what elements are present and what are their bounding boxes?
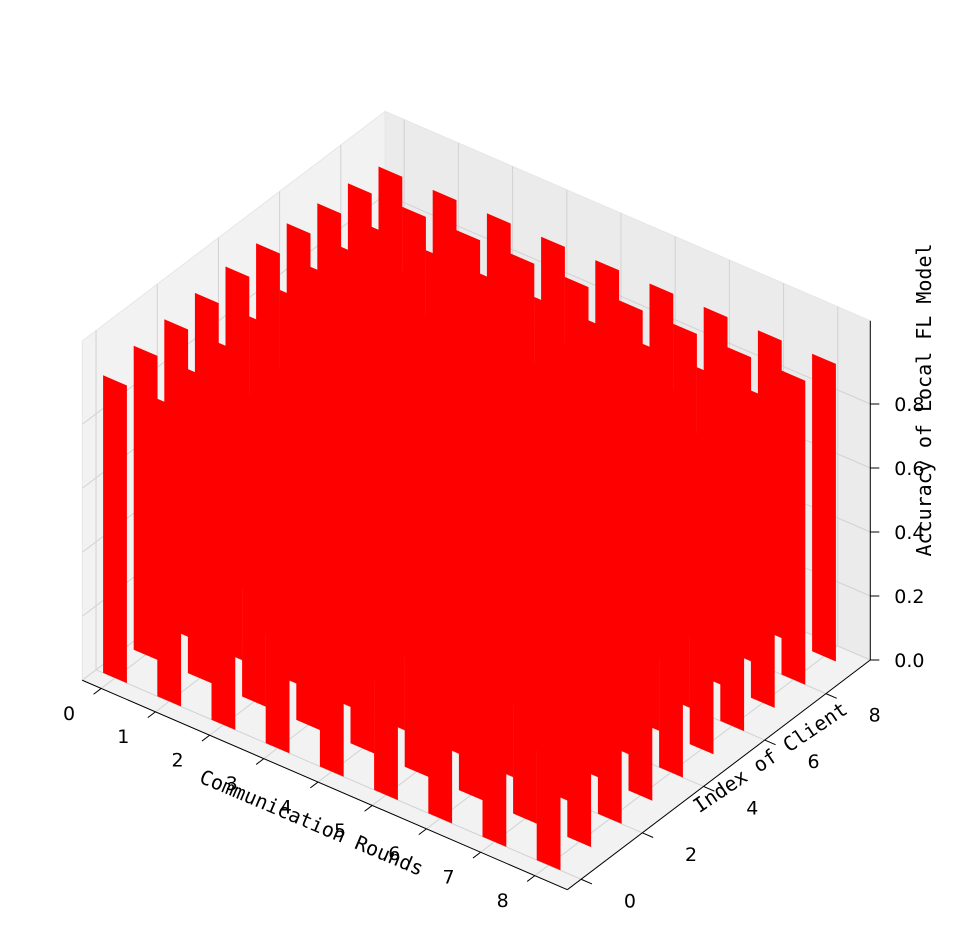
y-tick-mark xyxy=(764,739,776,746)
y-tick-label: 4 xyxy=(746,798,758,820)
bar-round-5-client-1 xyxy=(404,462,429,777)
grid-line-z-back xyxy=(385,194,871,405)
bar-round-8-client-7 xyxy=(750,390,775,708)
x-tick-mark xyxy=(310,781,319,789)
x-tick-label: 6 xyxy=(388,843,400,865)
x-tick-mark xyxy=(201,734,210,742)
y-tick-label: 6 xyxy=(807,751,819,773)
y-tick-label: 2 xyxy=(685,844,697,866)
bar-round-7-client-0 xyxy=(482,539,507,847)
x-tick-label: 3 xyxy=(226,773,238,795)
bar-round-6-client-1 xyxy=(458,486,483,801)
bar-round-4-client-0 xyxy=(319,468,344,777)
bar-round-7-client-1 xyxy=(513,509,537,824)
bar-round-8-client-2 xyxy=(597,506,622,824)
z-axis-title: Accuracy of Local FL Model xyxy=(912,243,936,556)
bar-round-0-client-0 xyxy=(103,375,127,684)
z-tick-label: 0.2 xyxy=(894,586,924,608)
x-tick-mark xyxy=(526,875,536,882)
x-axis-line xyxy=(82,679,568,891)
bar-round-8-client-9 xyxy=(812,353,836,662)
z-tick-label: 0.8 xyxy=(894,394,924,416)
z-tick-label: 0.0 xyxy=(894,650,924,672)
bars-layer xyxy=(103,166,836,871)
y-tick-label: 8 xyxy=(869,705,881,727)
bar-round-4-client-1 xyxy=(350,439,375,754)
grid-line-y-floor xyxy=(157,622,643,834)
x-tick-mark xyxy=(472,851,481,859)
x-tick-label: 2 xyxy=(171,750,183,772)
bar-round-3-client-1 xyxy=(296,415,321,731)
y-axis-line xyxy=(567,659,871,891)
x-tick-mark xyxy=(418,828,427,836)
x-tick-label: 4 xyxy=(280,796,292,818)
bar-round-2-client-0 xyxy=(211,422,236,730)
y-tick-mark xyxy=(703,785,715,792)
x-tick-label: 7 xyxy=(442,867,454,889)
y-tick-mark xyxy=(825,693,837,699)
bar-round-1-client-1 xyxy=(187,369,212,684)
axis-lines xyxy=(82,320,871,891)
bar-round-3-client-0 xyxy=(265,445,290,754)
z-tick-label: 0.4 xyxy=(894,522,924,544)
bar-round-2-client-1 xyxy=(242,392,266,707)
x-tick-mark xyxy=(93,688,102,695)
x-tick-label: 0 xyxy=(63,703,75,725)
bar-round-8-client-5 xyxy=(689,430,714,755)
x-tick-mark xyxy=(364,805,373,812)
bar-round-0-client-1 xyxy=(133,345,158,660)
x-tick-label: 5 xyxy=(334,820,346,842)
bar-round-8-client-8 xyxy=(781,370,806,685)
x-tick-mark xyxy=(255,758,265,765)
bar-round-8-client-3 xyxy=(628,480,653,801)
bar-round-8-client-1 xyxy=(567,532,592,848)
grid-line-y-floor xyxy=(95,669,582,880)
x-tick-label: 8 xyxy=(497,890,509,912)
x-tick-mark xyxy=(147,711,156,719)
bar-round-8-client-0 xyxy=(536,562,561,871)
bar-round-8-client-4 xyxy=(659,453,683,778)
bar-round-5-client-0 xyxy=(374,492,398,801)
z-tick-label: 0.6 xyxy=(894,458,924,480)
y-tick-mark xyxy=(642,832,654,838)
y-tick-label: 0 xyxy=(624,890,636,912)
bar-round-6-client-0 xyxy=(428,515,453,824)
bar-round-8-client-6 xyxy=(720,410,745,732)
y-tick-mark xyxy=(580,878,593,885)
x-tick-label: 1 xyxy=(117,726,129,748)
tick-labels: 0 1 2 3 4 5 6 7 8 0 2 4 6 8 0.0 0.2 0.4 0.6 0.8 xyxy=(63,394,924,912)
bar-round-1-client-0 xyxy=(157,398,182,707)
